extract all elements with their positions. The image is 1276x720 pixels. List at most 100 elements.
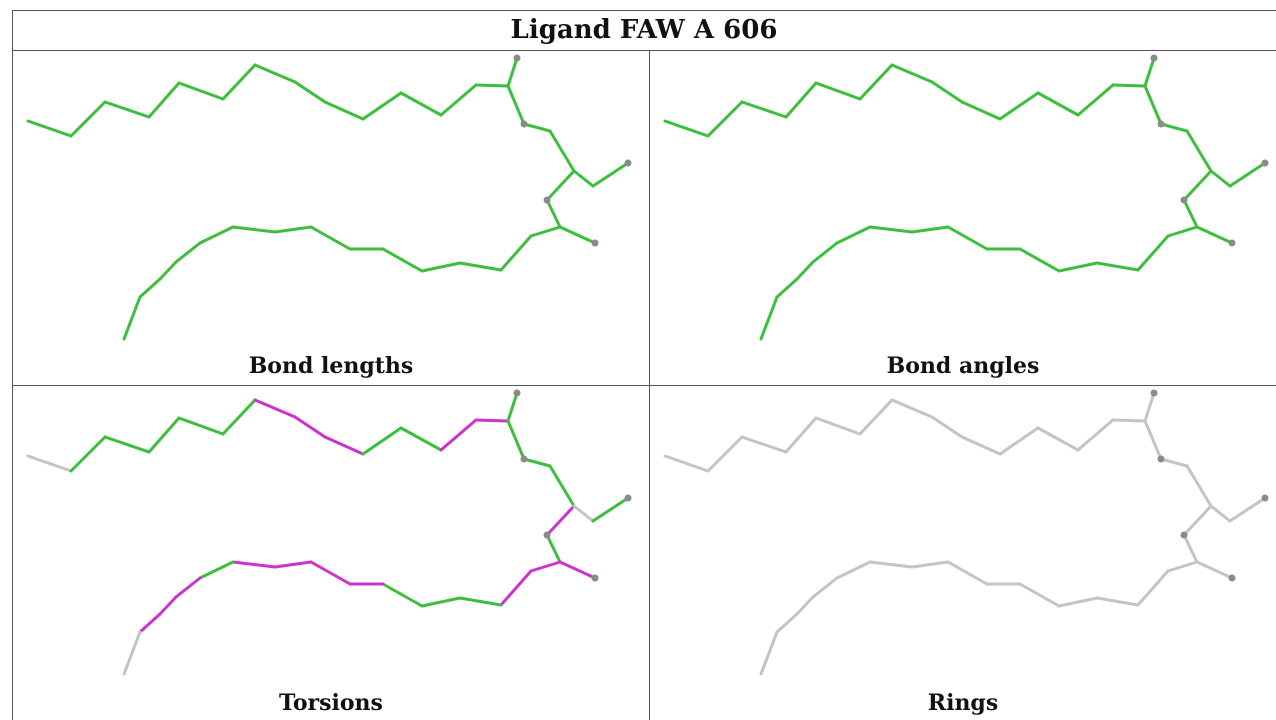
bond-line <box>663 119 710 138</box>
bond-line <box>1143 391 1156 423</box>
bond-line <box>1182 533 1199 564</box>
bond-line <box>1228 161 1267 188</box>
bond-line <box>399 426 443 452</box>
bond-line <box>103 435 151 454</box>
bond-line <box>591 161 630 188</box>
bond-line <box>890 63 934 84</box>
bond-line <box>122 630 142 676</box>
molecule-rings <box>663 389 1269 676</box>
bond-line <box>103 100 151 119</box>
bond-line <box>946 560 989 586</box>
bond-line <box>558 225 597 245</box>
molecule-bond-angles <box>663 54 1269 341</box>
atom-marker <box>1180 196 1188 204</box>
bond-line <box>572 504 595 523</box>
bond-line <box>231 560 277 569</box>
atom-marker <box>1261 159 1269 167</box>
bond-line <box>784 416 818 454</box>
bond-line <box>811 241 839 264</box>
atom-marker <box>591 574 599 582</box>
bond-line <box>930 80 964 104</box>
bond-line <box>499 569 533 607</box>
bond-line <box>1136 569 1170 607</box>
panel-bond-angles: Bond angles <box>650 51 1276 385</box>
bond-line <box>420 261 462 273</box>
bond-line <box>759 295 779 341</box>
bond-line <box>231 225 277 234</box>
bond-line <box>1209 504 1232 523</box>
bond-line <box>1111 418 1147 423</box>
bond-line <box>1185 464 1213 508</box>
bond-line <box>1185 129 1213 173</box>
bond-line <box>1159 457 1189 468</box>
bond-line <box>506 84 526 126</box>
bond-line <box>868 225 914 234</box>
bond-line <box>740 435 788 454</box>
bond-line <box>69 100 107 138</box>
bond-line <box>795 595 815 616</box>
atom-marker <box>513 54 521 62</box>
bond-line <box>1036 426 1080 452</box>
bond-line <box>1182 504 1213 537</box>
bond-line <box>458 596 503 607</box>
bond-line <box>858 398 894 436</box>
bond-line <box>1143 419 1163 461</box>
bond-line <box>835 225 872 245</box>
bond-line <box>273 225 313 234</box>
bond-line <box>1182 169 1213 202</box>
bond-line <box>221 63 257 101</box>
bond-line <box>198 225 235 245</box>
bond-line <box>273 560 313 569</box>
bond-line <box>591 496 630 523</box>
atom-marker <box>1157 120 1165 128</box>
atom-marker <box>543 531 551 539</box>
bond-line <box>814 416 862 436</box>
bond-line <box>138 277 162 299</box>
atom-marker <box>513 389 521 397</box>
bond-line <box>998 91 1040 121</box>
bond-line <box>474 83 510 88</box>
atom-marker <box>1180 531 1188 539</box>
caption-bond-angles: Bond angles <box>886 353 1040 379</box>
bond-line <box>158 595 178 616</box>
bond-line <box>361 426 403 456</box>
bond-line <box>399 91 443 117</box>
bond-line <box>775 612 799 634</box>
bond-line <box>868 560 914 569</box>
bond-line <box>293 415 327 439</box>
bond-line <box>253 398 297 419</box>
title-divider <box>12 50 1276 51</box>
bond-line <box>545 533 562 564</box>
bond-line <box>474 418 510 423</box>
bond-line <box>1166 560 1199 573</box>
bond-line <box>69 435 107 473</box>
atom-marker <box>1228 239 1236 247</box>
bond-line <box>439 83 478 117</box>
bond-line <box>253 63 297 84</box>
bond-line <box>910 225 950 234</box>
caption-bond-lengths: Bond lengths <box>248 353 414 379</box>
bond-line <box>174 241 202 264</box>
bond-line <box>309 225 352 251</box>
bond-line <box>221 398 257 436</box>
bond-line <box>122 295 142 341</box>
bond-line <box>1228 496 1267 523</box>
bond-line <box>147 416 181 454</box>
bond-line <box>1159 122 1189 133</box>
caption-torsions: Torsions <box>279 690 383 716</box>
bond-line <box>147 81 181 119</box>
atom-marker <box>1157 455 1165 463</box>
panel-torsions: Torsions <box>13 386 649 720</box>
bond-line <box>293 80 327 104</box>
bond-line <box>784 81 818 119</box>
atom-marker <box>624 159 632 167</box>
bond-line <box>138 612 162 634</box>
bond-line <box>529 560 562 573</box>
bond-line <box>572 169 595 188</box>
row-divider <box>12 385 1276 386</box>
atom-marker <box>520 455 528 463</box>
bond-line <box>499 234 533 272</box>
bond-line <box>960 100 1002 121</box>
bond-line <box>26 454 73 473</box>
